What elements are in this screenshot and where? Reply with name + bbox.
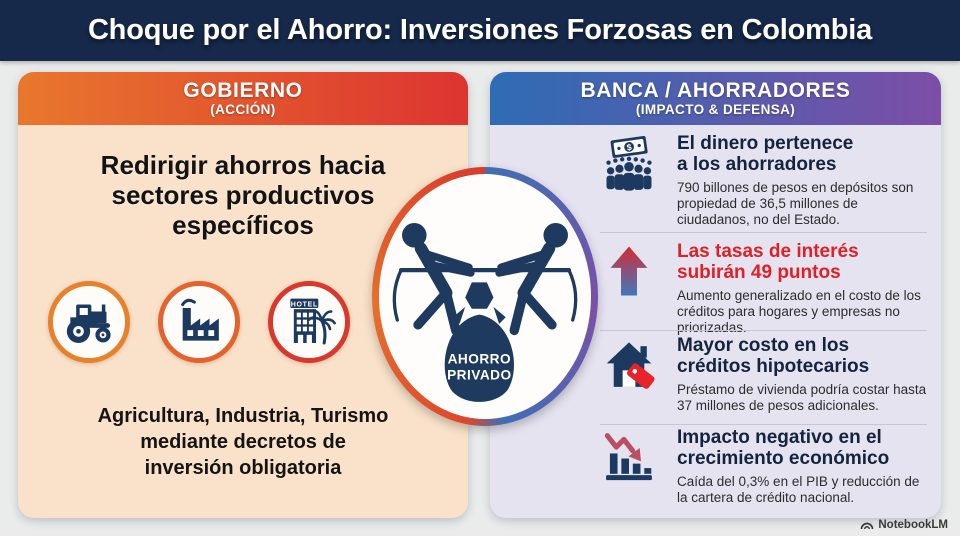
list-item-tasas: Las tasas de interés subirán 49 puntos A… bbox=[596, 241, 931, 336]
watermark-text: NotebookLM bbox=[878, 519, 948, 531]
crowd-money-icon: $ bbox=[596, 134, 662, 228]
tractor-icon bbox=[66, 304, 111, 343]
hotel-icon: HOTEL bbox=[290, 298, 336, 345]
tug-of-war-icon: AHORRO PRIVADO bbox=[392, 222, 578, 402]
watermark: NotebookLM bbox=[860, 519, 948, 531]
banca-panel: BANCA / AHORRADORES (IMPACTO & DEFENSA) … bbox=[490, 72, 941, 518]
gobierno-subtitle: (ACCIÓN) bbox=[210, 102, 276, 118]
gobierno-panel-header: GOBIERNO (ACCIÓN) bbox=[18, 72, 468, 125]
banca-panel-header: BANCA / AHORRADORES (IMPACTO & DEFENSA) bbox=[490, 72, 941, 125]
item-heading: Mayor costo en los créditos hipotecarios bbox=[677, 335, 870, 377]
money-bag-icon bbox=[444, 281, 514, 402]
divider bbox=[600, 330, 927, 331]
hotel-sign-text: HOTEL bbox=[291, 301, 318, 308]
list-item-dinero: $ El din bbox=[596, 133, 931, 228]
factory-icon bbox=[181, 298, 219, 341]
tug-of-war-emblem: AHORRO PRIVADO bbox=[372, 167, 598, 426]
gobierno-title: GOBIERNO bbox=[183, 78, 303, 102]
page-title: Choque por el Ahorro: Inversiones Forzos… bbox=[87, 14, 873, 46]
banca-title: BANCA / AHORRADORES bbox=[580, 78, 851, 102]
item-body: 790 billones de pesos en depósitos son p… bbox=[677, 179, 914, 227]
header-bar: Choque por el Ahorro: Inversiones Forzos… bbox=[0, 0, 960, 61]
list-item-crecimiento: Impacto negativo en el crecimiento econó… bbox=[596, 427, 931, 506]
bag-label-line2: PRIVADO bbox=[447, 367, 512, 382]
item-body: Caída del 0,3% en el PIB y reducción de … bbox=[677, 473, 920, 505]
house-price-tag-icon bbox=[596, 336, 662, 414]
declining-chart-icon bbox=[596, 428, 662, 506]
svg-text:$: $ bbox=[626, 142, 632, 153]
item-heading: El dinero pertenece a los ahorradores bbox=[677, 133, 854, 175]
gobierno-footer-text: Agricultura, Industria, Turismo mediante… bbox=[97, 405, 389, 479]
tourism-badge: HOTEL bbox=[268, 281, 350, 363]
notebooklm-logo-icon bbox=[861, 522, 874, 530]
bag-label-line1: AHORRO bbox=[448, 351, 512, 366]
list-item-hipotecarios: Mayor costo en los créditos hipotecarios… bbox=[596, 335, 931, 414]
item-body: Aumento generalizado en el costo de los … bbox=[677, 287, 921, 335]
gobierno-heading: Redirigir ahorros hacia sectores product… bbox=[100, 150, 386, 241]
divider bbox=[600, 232, 927, 233]
banca-subtitle: (IMPACTO & DEFENSA) bbox=[635, 102, 796, 118]
item-body: Préstamo de vivienda podría costar hasta… bbox=[677, 381, 927, 413]
arrow-up-icon bbox=[596, 242, 662, 336]
item-heading: Las tasas de interés subirán 49 puntos bbox=[677, 241, 859, 283]
divider bbox=[600, 424, 927, 425]
item-heading: Impacto negativo en el crecimiento econó… bbox=[677, 427, 890, 469]
agriculture-badge bbox=[48, 281, 130, 363]
industry-badge bbox=[158, 281, 240, 363]
sector-icons-row: HOTEL bbox=[48, 281, 350, 363]
